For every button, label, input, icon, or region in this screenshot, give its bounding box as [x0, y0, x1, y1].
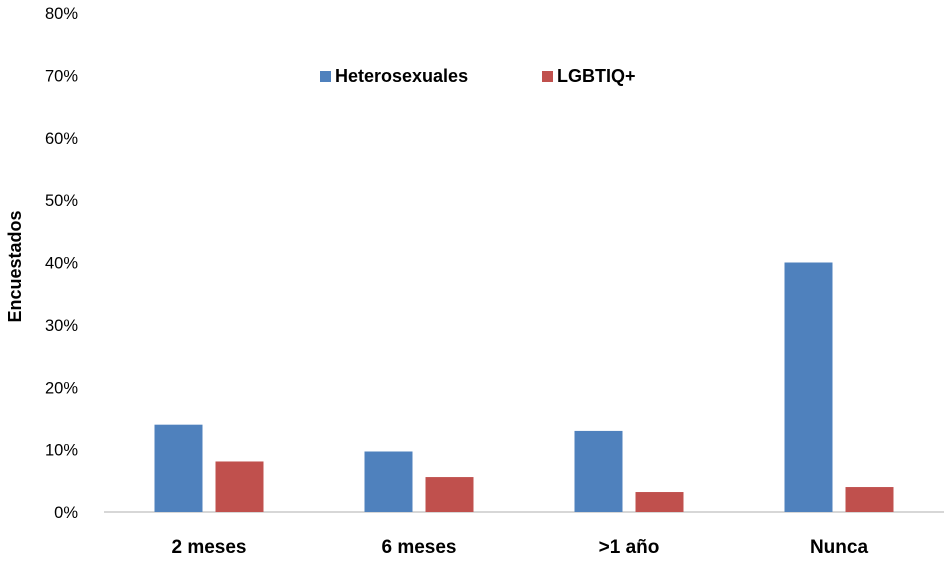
bar-heterosexuales-0	[154, 424, 203, 512]
bar-lgbtiq-3	[845, 487, 894, 512]
bars-group	[154, 262, 894, 512]
y-tick-label: 70%	[45, 67, 78, 85]
y-tick-label: 20%	[45, 379, 78, 397]
bar-heterosexuales-2	[574, 430, 623, 512]
legend: Heterosexuales LGBTIQ+	[320, 66, 636, 86]
y-tick-label: 60%	[45, 130, 78, 148]
y-tick-label: 80%	[45, 5, 78, 23]
x-category-label: 2 meses	[171, 537, 246, 558]
legend-label: LGBTIQ+	[557, 66, 636, 86]
y-axis-label: Encuestados	[5, 210, 25, 322]
legend-swatch	[320, 71, 331, 82]
x-category-label: Nunca	[810, 537, 869, 558]
y-tick-label: 0%	[54, 504, 78, 522]
bar-lgbtiq-0	[215, 461, 264, 512]
y-tick-label: 40%	[45, 255, 78, 273]
y-axis-ticks: 0% 10% 20% 30% 40% 50% 60% 70% 80%	[45, 5, 78, 522]
bar-heterosexuales-1	[364, 451, 413, 512]
bar-lgbtiq-1	[425, 477, 474, 512]
x-axis-labels: 2 meses 6 meses >1 año Nunca	[171, 537, 868, 558]
y-tick-label: 50%	[45, 192, 78, 210]
legend-swatch	[542, 71, 553, 82]
y-tick-label: 30%	[45, 317, 78, 335]
x-category-label: 6 meses	[381, 537, 456, 558]
bar-lgbtiq-2	[635, 492, 684, 512]
y-tick-label: 10%	[45, 442, 78, 460]
legend-label: Heterosexuales	[335, 66, 468, 86]
bar-heterosexuales-3	[784, 262, 833, 512]
x-category-label: >1 año	[599, 537, 660, 558]
